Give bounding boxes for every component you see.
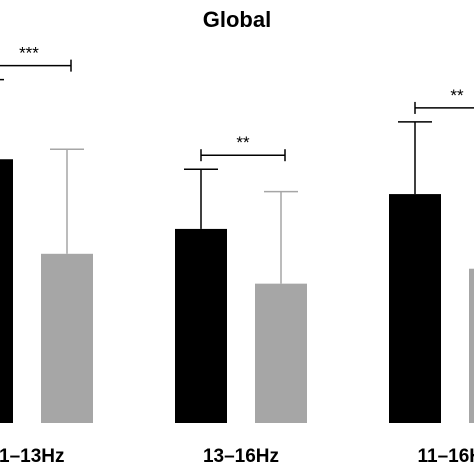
x-tick-label-1: 13–16Hz [203, 446, 279, 467]
chart-title: Global [203, 7, 271, 32]
bar-2-1 [469, 268, 474, 423]
bar-0-1 [41, 253, 93, 423]
chart-marks: ******* [0, 44, 474, 423]
significance-bracket-0 [0, 59, 72, 72]
significance-label-2: ** [450, 86, 464, 105]
x-tick-label-2: 11–16Hz [417, 446, 474, 467]
bar-0-0 [0, 159, 13, 423]
x-tick-label-0: 11–13Hz [0, 446, 65, 467]
bar-2-0 [389, 194, 441, 423]
significance-bracket-1 [200, 149, 286, 162]
bar-1-0 [175, 228, 227, 423]
significance-label-0: *** [19, 44, 39, 63]
significance-bracket-2 [414, 101, 474, 114]
x-axis-tick-labels: 11–13Hz 13–16Hz 11–16Hz [0, 446, 474, 467]
bar-1-1 [255, 283, 307, 423]
significance-label-1: ** [236, 133, 250, 152]
